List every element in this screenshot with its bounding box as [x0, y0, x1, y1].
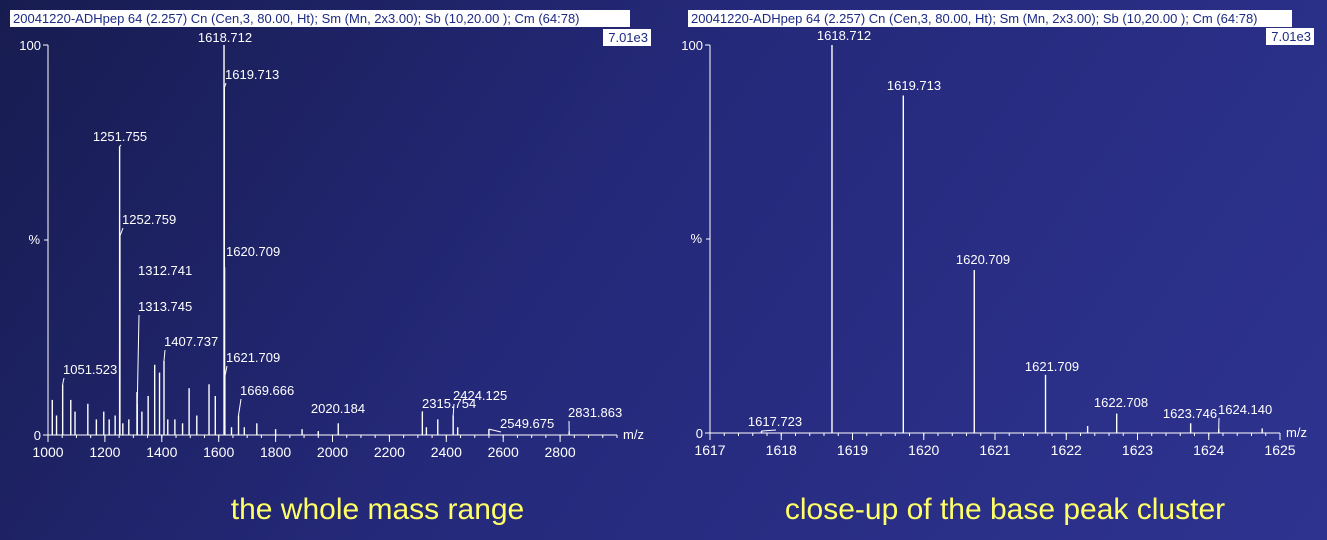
left-peak-label: 2549.675	[500, 416, 554, 431]
left-x-tick-label: 2200	[374, 444, 405, 460]
right-y-tick-label: 0	[696, 426, 703, 441]
right-peak-label: 1624.140	[1218, 402, 1272, 417]
left-label-leader	[238, 398, 242, 416]
right-peak-label: 1623.746	[1163, 406, 1217, 421]
left-label-leader	[224, 365, 228, 377]
right-peak-label: 1622.708	[1094, 395, 1148, 410]
left-label-leader	[223, 82, 227, 89]
left-caption: the whole mass range	[230, 493, 525, 526]
right-y-axis-label: %	[690, 231, 702, 246]
left-x-tick-label: 2600	[488, 444, 519, 460]
left-y-axis-label: %	[28, 232, 40, 247]
left-label-leader	[136, 314, 140, 404]
right-x-tick-label: 1618	[766, 442, 797, 458]
left-spectrum-plot: 1000 1200 1400 1600 1800 2000 2200 2400 2600 2800…	[19, 30, 644, 460]
right-peak-label: 1618.712	[817, 28, 871, 43]
left-peak-label: 1618.712	[198, 30, 252, 45]
left-intensity-scale: 7.01e3	[603, 29, 651, 46]
left-x-tick-label: 2800	[545, 444, 576, 460]
right-peak-label: 1620.709	[956, 252, 1010, 267]
right-chart-header: 20041220-ADHpep 64 (2.257) Cn (Cen,3, 80…	[688, 10, 1292, 27]
right-x-tick-label: 1625	[1264, 442, 1295, 458]
right-y-tick-label: 100	[681, 38, 703, 53]
left-peak-label: 1621.709	[226, 350, 280, 365]
left-peak-label: 1620.709	[226, 244, 280, 259]
left-chart-header: 20041220-ADHpep 64 (2.257) Cn (Cen,3, 80…	[10, 10, 630, 27]
left-x-tick-label: 1200	[89, 444, 120, 460]
right-x-tick-label: 1623	[1122, 442, 1153, 458]
left-x-tick-label: 2000	[317, 444, 348, 460]
left-label-leader	[119, 144, 122, 147]
left-y-tick-label: 100	[19, 38, 41, 53]
left-peak-label: 1252.759	[122, 212, 176, 227]
left-peak-label: 1051.523	[63, 362, 117, 377]
left-peak-label: 2831.863	[568, 405, 622, 420]
left-peak-label: 1312.741	[138, 263, 192, 278]
right-caption: close-up of the base peak cluster	[784, 493, 1226, 526]
left-peak-label: 1407.737	[164, 334, 218, 349]
right-peak-label: 1619.713	[887, 78, 941, 93]
right-x-axis-label: m/z	[1286, 425, 1307, 440]
left-peak-label: 1669.666	[240, 383, 294, 398]
right-x-tick-label: 1621	[979, 442, 1010, 458]
left-peak-label: 1619.713	[225, 67, 279, 82]
left-peak-label: 2020.184	[311, 401, 365, 416]
right-peak-label: 1617.723	[748, 414, 802, 429]
right-x-tick-label: 1622	[1051, 442, 1082, 458]
left-peak-label: 1251.755	[93, 129, 147, 144]
left-peak-label: 2315.754	[422, 396, 476, 411]
left-x-tick-label: 1800	[260, 444, 291, 460]
left-label-leader	[452, 403, 455, 416]
right-label-leader	[761, 429, 777, 432]
right-spectrum-plot: 1617 1618 1619 1620 1621 1622 1623 1624 1625 0 100…	[681, 28, 1307, 458]
right-x-tick-label: 1617	[694, 442, 725, 458]
left-peak-label: 2424.125	[453, 388, 507, 403]
left-x-tick-label: 1000	[32, 444, 63, 460]
left-label-leader	[488, 428, 502, 433]
right-x-tick-label: 1624	[1193, 442, 1224, 458]
left-label-leader	[62, 377, 65, 385]
right-x-tick-label: 1620	[908, 442, 939, 458]
left-x-tick-label: 2400	[431, 444, 462, 460]
right-peak-label: 1621.709	[1025, 359, 1079, 374]
right-x-tick-label: 1619	[837, 442, 868, 458]
left-label-leader	[163, 349, 166, 361]
left-x-tick-label: 1600	[203, 444, 234, 460]
left-label-leader	[119, 227, 124, 237]
left-y-tick-label: 0	[34, 428, 41, 443]
right-intensity-scale: 7.01e3	[1266, 28, 1314, 45]
left-peak-label: 1313.745	[138, 299, 192, 314]
left-x-tick-label: 1400	[146, 444, 177, 460]
left-x-axis-label: m/z	[623, 427, 644, 442]
